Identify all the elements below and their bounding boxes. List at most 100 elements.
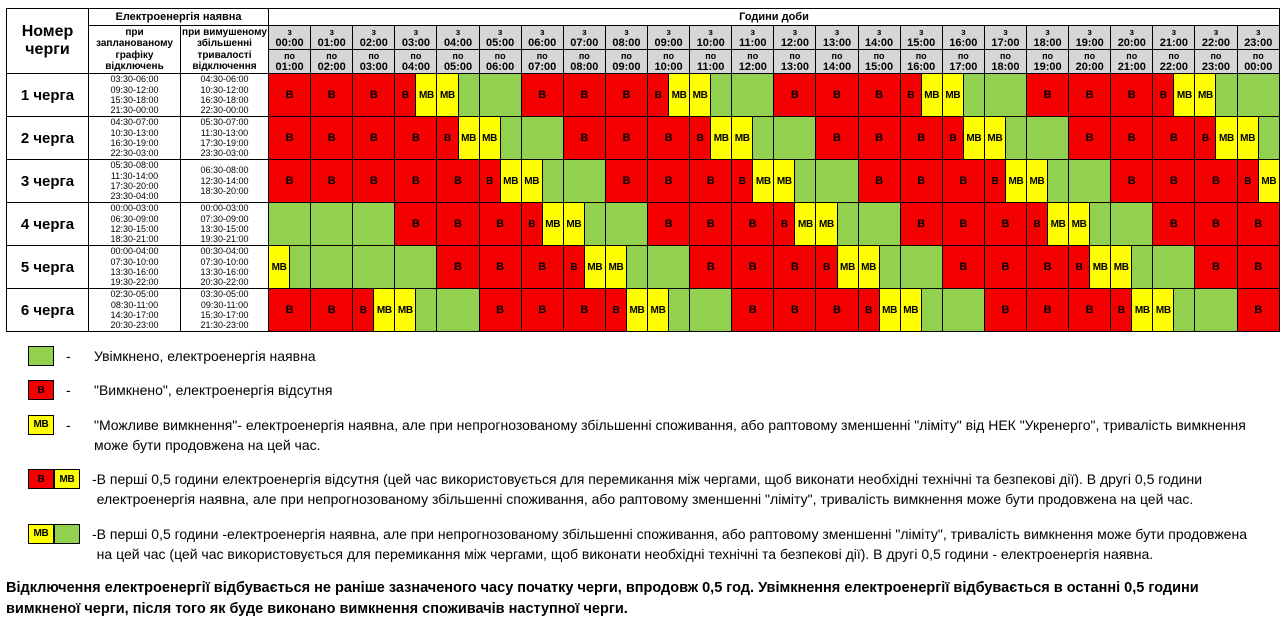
cell-split-yg: МВ xyxy=(478,116,522,160)
half-maybe-off: МВ xyxy=(1027,160,1048,202)
half-maybe-off: МВ xyxy=(480,117,500,159)
electricity-available-header: Електроенергія наявна xyxy=(87,8,270,26)
half-maybe-off: МВ xyxy=(583,246,605,288)
half-off: В xyxy=(1238,160,1258,202)
cell-on xyxy=(689,288,733,332)
cell-split-yg: МВ xyxy=(1152,288,1196,332)
half-on xyxy=(625,246,647,288)
planned-times: 03:30-06:00 09:30-12:00 15:30-18:00 21:30-0… xyxy=(88,73,181,117)
cell-off: В xyxy=(562,116,606,160)
half-on xyxy=(1004,117,1026,159)
cell-on xyxy=(815,159,859,203)
cell-off: В xyxy=(689,245,733,289)
cell-split-yg: МВ xyxy=(857,245,901,289)
cell-off: В xyxy=(604,73,649,117)
cell-off: В xyxy=(1152,159,1196,203)
cell-split-yg: МВ xyxy=(1236,116,1280,160)
hour-to-cell: по 03:00 xyxy=(352,49,396,74)
half-off: В xyxy=(1027,203,1048,245)
cell-off: В xyxy=(773,245,817,289)
hour-from-cell: з 00:00 xyxy=(268,25,312,50)
half-maybe-off: МВ xyxy=(1257,160,1279,202)
legend-swatch-maybe-off: МВ xyxy=(28,414,54,435)
cell-on xyxy=(1236,73,1280,117)
cell-off: В xyxy=(1068,73,1112,117)
hour-to-cell: по 17:00 xyxy=(941,49,985,74)
half-on xyxy=(668,289,689,331)
cell-split-yg: МВ xyxy=(604,245,649,289)
half-maybe-off: МВ xyxy=(395,289,416,331)
half-on xyxy=(710,74,731,116)
half-maybe-off: МВ xyxy=(752,160,773,202)
hour-from-cell: з 18:00 xyxy=(1025,25,1070,50)
planned-times: 00:00-04:00 07:30-10:00 13:30-16:00 19:30-2… xyxy=(88,245,181,289)
forced-times: 00:30-04:00 07:30-10:00 13:30-16:00 20:30-2… xyxy=(179,245,270,289)
cell-off: В xyxy=(352,116,396,160)
planned-times: 04:30-07:00 10:30-13:00 16:30-19:00 22:30-0… xyxy=(88,116,181,160)
half-maybe-off: МВ xyxy=(415,74,436,116)
half-maybe-off: МВ xyxy=(1089,246,1110,288)
cell-split-ry: В МВ xyxy=(520,202,564,246)
cell-split-ry: В МВ xyxy=(689,116,733,160)
cell-off: В xyxy=(1194,245,1238,289)
half-off: В xyxy=(437,117,458,159)
hour-from-cell: з 10:00 xyxy=(689,25,733,50)
queue-row: 5 черга 00:00-04:00 07:30-10:00 13:30-16:00… xyxy=(6,245,1280,289)
half-on xyxy=(1257,117,1279,159)
planned-schedule-header: при запланованому графіку відключень xyxy=(88,25,181,74)
legend-dash: - xyxy=(66,382,71,399)
half-on xyxy=(1215,74,1237,116)
cell-split-ry: В МВ xyxy=(1152,73,1196,117)
cell-off: В xyxy=(520,288,564,332)
half-maybe-off: МВ xyxy=(1173,74,1194,116)
cell-split-yg: МВ xyxy=(983,116,1027,160)
hour-to-cell: по 18:00 xyxy=(983,49,1027,74)
header-row-to: по 01:00 по 02:00 по 03:00 по 04:00 по 05:00 по 06:… xyxy=(7,49,1280,74)
legend-swatch-group: МВ - xyxy=(6,414,94,435)
cell-off: В xyxy=(436,202,480,246)
forced-times: 03:30-05:00 09:30-11:00 15:30-17:00 21:30-2… xyxy=(179,288,270,332)
half-off: В xyxy=(1153,74,1174,116)
cell-off: В xyxy=(268,73,312,117)
cell-off: В xyxy=(268,288,312,332)
half-maybe-off: МВ xyxy=(1215,117,1237,159)
cell-split-yg: МВ xyxy=(646,288,691,332)
half-maybe-off: МВ xyxy=(794,203,815,245)
cell-split-ry: В МВ xyxy=(1194,116,1238,160)
half-off: В xyxy=(1069,246,1090,288)
half-maybe-off: МВ xyxy=(1111,246,1132,288)
hour-to-cell: по 21:00 xyxy=(1110,49,1154,74)
cell-off: В xyxy=(1236,202,1280,246)
hour-from-cell: з 01:00 xyxy=(310,25,354,50)
half-maybe-off: МВ xyxy=(1153,289,1174,331)
queue-row: 2 черга 04:30-07:00 10:30-13:00 16:30-19:00… xyxy=(6,116,1280,160)
header-row-from: при запланованому графіку відключень при… xyxy=(7,25,1280,74)
cell-off: В xyxy=(1110,73,1154,117)
cell-off: В xyxy=(394,202,438,246)
cell-off: В xyxy=(1236,288,1280,332)
cell-split-ry: В МВ xyxy=(857,288,901,332)
cell-off: В xyxy=(1110,159,1154,203)
cell-split-ry: В МВ xyxy=(941,116,985,160)
cell-on xyxy=(310,245,354,289)
legend: - Увімкнено, електроенергія наявна В - "Вимк… xyxy=(6,346,1280,564)
cell-off: В xyxy=(1194,159,1238,203)
cell-off: В xyxy=(646,116,691,160)
legend-dash: - xyxy=(92,525,97,542)
cell-split-ry: В МВ xyxy=(815,245,859,289)
cell-on xyxy=(1068,159,1112,203)
cell-off: В xyxy=(689,159,733,203)
header-row-top: Номер черги Електроенергія наявна Години… xyxy=(6,8,1280,74)
half-maybe-off: МВ xyxy=(878,289,900,331)
cell-off: В xyxy=(773,288,817,332)
half-maybe-off: МВ xyxy=(816,203,837,245)
cell-split-ry: В МВ xyxy=(983,159,1027,203)
cell-split-ry: В МВ xyxy=(352,288,396,332)
queue-name: 3 черга xyxy=(6,159,89,203)
hour-to-cell: по 01:00 xyxy=(268,49,312,74)
outage-schedule-table: Номер черги Електроенергія наявна Години… xyxy=(6,8,1280,332)
legend-swatch-maybe-off: МВ xyxy=(54,469,80,490)
hour-to-cell: по 13:00 xyxy=(773,49,817,74)
legend-swatch-off: В xyxy=(28,469,54,490)
